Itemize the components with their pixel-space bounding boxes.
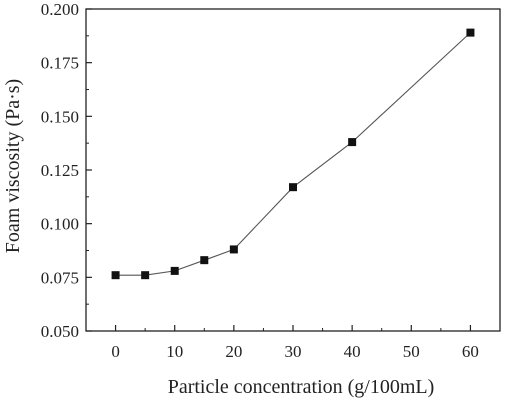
x-tick-label: 40 (344, 342, 361, 361)
y-axis-label: Foam viscosity (Pa·s) (2, 79, 24, 253)
x-tick-label: 50 (403, 342, 420, 361)
series-line (115, 32, 471, 276)
data-point (229, 245, 238, 254)
data-point (348, 138, 357, 147)
y-tick-label: 0.050 (41, 322, 79, 341)
x-tick-label: 60 (462, 342, 479, 361)
y-tick-label: 0.075 (41, 268, 79, 287)
x-axis-label: Particle concentration (g/100mL) (168, 376, 435, 398)
data-point (289, 183, 297, 192)
plot-frame (85, 8, 501, 332)
series-layer (111, 28, 475, 280)
y-tick-label: 0.200 (41, 0, 79, 19)
y-axis-ticks: 0.050 0.075 0.100 0.125 0.150 0.175 0.200 (41, 0, 92, 341)
data-point (170, 266, 179, 275)
x-tick-label: 0 (111, 342, 120, 361)
y-tick-label: 0.100 (41, 215, 79, 234)
x-tick-label: 20 (225, 342, 242, 361)
data-point (141, 271, 150, 280)
y-tick-label: 0.125 (41, 161, 79, 180)
data-point (200, 256, 209, 265)
data-point (466, 28, 475, 37)
y-tick-label: 0.175 (41, 54, 79, 73)
data-point (111, 271, 120, 280)
y-tick-label: 0.150 (41, 107, 79, 126)
x-tick-label: 10 (166, 342, 183, 361)
x-axis-ticks: 0 10 20 30 40 50 60 (111, 325, 479, 361)
x-tick-label: 30 (285, 342, 302, 361)
plot-border (85, 8, 501, 332)
